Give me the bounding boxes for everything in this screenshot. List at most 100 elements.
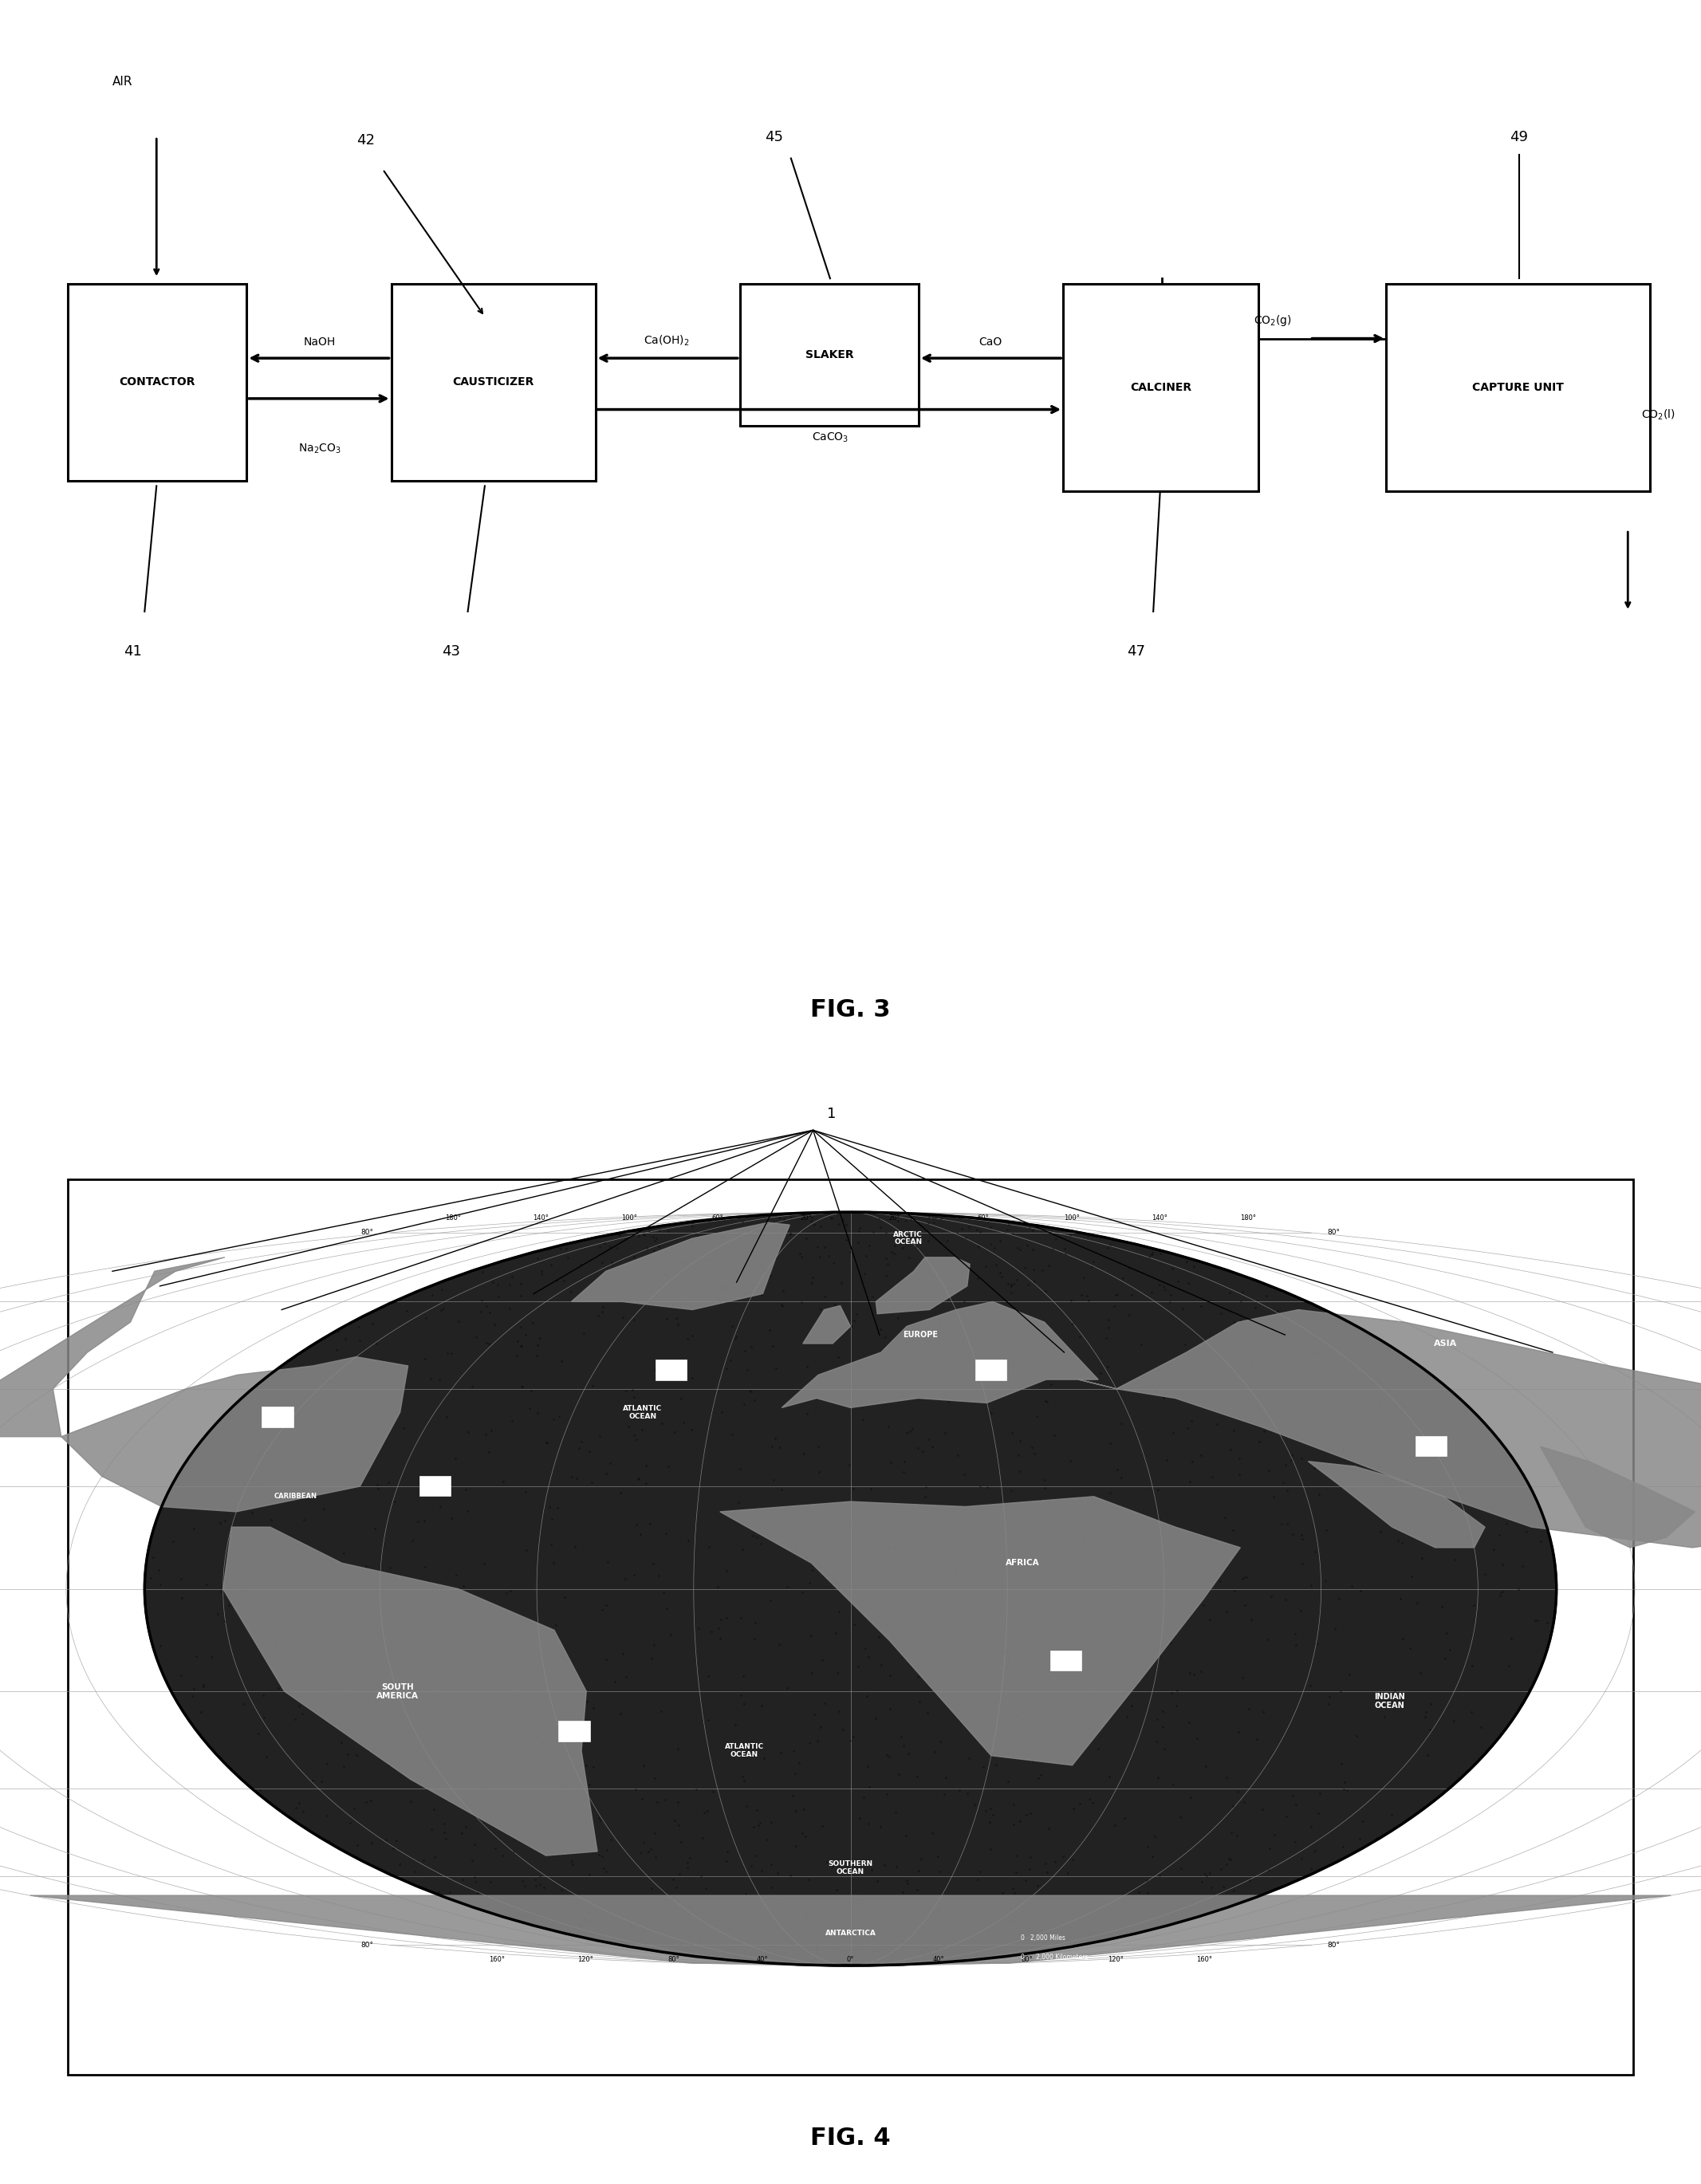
- Point: [575, 1817, 602, 1852]
- Point: [1174, 1245, 1201, 1280]
- Point: [570, 1889, 597, 1924]
- Point: [946, 1771, 973, 1806]
- Point: [313, 1797, 340, 1832]
- Point: [1412, 1699, 1439, 1734]
- Point: [1131, 1889, 1158, 1924]
- Text: FIG. 4: FIG. 4: [810, 2127, 891, 2149]
- Polygon shape: [1308, 1461, 1485, 1548]
- Point: [786, 1236, 813, 1271]
- Point: [316, 1363, 344, 1398]
- Point: [842, 1937, 869, 1972]
- Point: [641, 1815, 668, 1850]
- Point: [1143, 1723, 1170, 1758]
- Point: [1225, 1714, 1252, 1749]
- Point: [675, 1522, 703, 1557]
- Point: [415, 1564, 442, 1599]
- Point: [837, 1234, 864, 1269]
- Point: [1480, 1459, 1507, 1494]
- Point: [1021, 1721, 1048, 1756]
- Point: [432, 1821, 459, 1856]
- Point: [546, 1398, 573, 1433]
- Point: [1361, 1441, 1388, 1476]
- Point: [913, 1928, 941, 1963]
- Point: [713, 1601, 740, 1636]
- Point: [1036, 1811, 1063, 1845]
- Point: [638, 1640, 665, 1675]
- Point: [779, 1734, 806, 1769]
- Point: [868, 1210, 895, 1245]
- Point: [403, 1505, 430, 1540]
- Point: [619, 1216, 646, 1251]
- Point: [1522, 1603, 1550, 1638]
- Point: [1255, 1452, 1283, 1487]
- Point: [1085, 1732, 1112, 1767]
- Point: [793, 1902, 820, 1937]
- Point: [801, 1697, 828, 1732]
- Point: [646, 1695, 674, 1730]
- Point: [325, 1348, 352, 1382]
- Point: [733, 1352, 760, 1387]
- Point: [430, 1806, 458, 1841]
- Point: [1017, 1337, 1044, 1372]
- Point: [612, 1221, 640, 1256]
- Point: [272, 1400, 299, 1435]
- Point: [689, 1203, 716, 1238]
- Point: [740, 1269, 767, 1304]
- Point: [577, 1710, 604, 1745]
- Point: [782, 1828, 810, 1863]
- Point: [1334, 1771, 1361, 1806]
- Point: [1407, 1655, 1434, 1690]
- Point: [837, 1723, 864, 1758]
- Text: 47: 47: [1128, 644, 1145, 660]
- Point: [949, 1324, 976, 1358]
- Text: ANTARCTICA: ANTARCTICA: [825, 1931, 876, 1937]
- Point: [915, 1254, 942, 1289]
- Point: [250, 1568, 277, 1603]
- Point: [822, 1616, 849, 1651]
- Point: [1191, 1330, 1218, 1365]
- Point: [874, 1883, 902, 1918]
- Point: [976, 1791, 1004, 1826]
- Point: [963, 1935, 990, 1970]
- Point: [235, 1540, 262, 1575]
- Point: [747, 1933, 774, 1968]
- Point: [1078, 1618, 1106, 1653]
- Point: [442, 1441, 469, 1476]
- Point: [1046, 1570, 1073, 1605]
- Point: [995, 1765, 1022, 1800]
- Point: [839, 1308, 866, 1343]
- Point: [1315, 1679, 1342, 1714]
- Point: [777, 1216, 805, 1251]
- Point: [1099, 1570, 1126, 1605]
- Point: [1281, 1350, 1308, 1385]
- Point: [512, 1898, 539, 1933]
- Point: [718, 1343, 745, 1378]
- Point: [538, 1527, 565, 1562]
- Point: [139, 1540, 167, 1575]
- Point: [532, 1426, 560, 1461]
- Point: [866, 1201, 893, 1236]
- Point: [1078, 1677, 1106, 1712]
- Point: [701, 1286, 728, 1321]
- Text: CALCINER: CALCINER: [1129, 382, 1192, 393]
- Point: [566, 1247, 594, 1282]
- Point: [1044, 1922, 1072, 1957]
- Point: [512, 1756, 539, 1791]
- Point: [740, 1808, 767, 1843]
- Point: [1138, 1275, 1165, 1310]
- Point: [742, 1492, 769, 1527]
- Point: [903, 1872, 930, 1907]
- Point: [738, 1944, 765, 1979]
- Point: [772, 1935, 799, 1970]
- Point: [434, 1468, 461, 1503]
- Point: [1095, 1310, 1123, 1345]
- Point: [1029, 1254, 1056, 1289]
- Point: [619, 1372, 646, 1406]
- Point: [742, 1382, 769, 1417]
- Point: [1015, 1210, 1043, 1245]
- Point: [696, 1203, 723, 1238]
- Point: [548, 1769, 575, 1804]
- Point: [995, 1206, 1022, 1241]
- Point: [1283, 1627, 1310, 1662]
- Point: [750, 1206, 777, 1241]
